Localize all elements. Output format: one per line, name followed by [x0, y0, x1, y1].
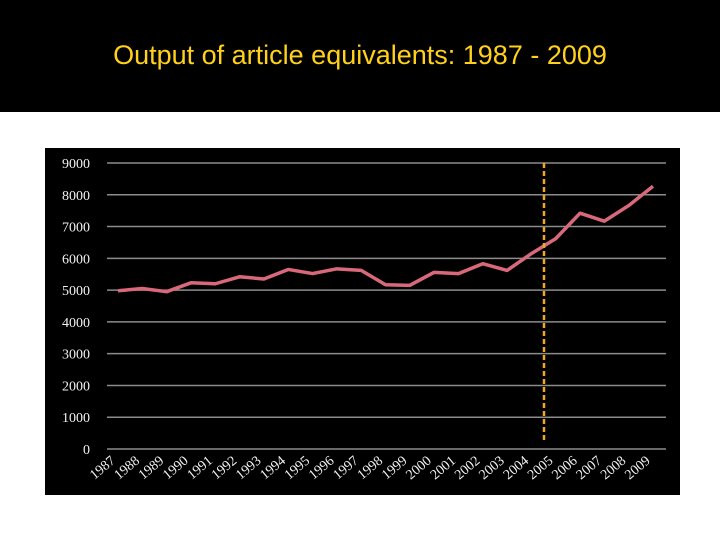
y-tick-label: 6000 — [62, 252, 90, 267]
data-line — [117, 184, 655, 294]
y-tick-label: 5000 — [62, 284, 90, 299]
plot — [117, 184, 655, 294]
y-tick-label: 2000 — [62, 379, 90, 394]
y-tick-label: 0 — [83, 443, 90, 458]
y-tick-label: 3000 — [62, 348, 90, 363]
y-tick-label: 1000 — [62, 411, 90, 426]
y-tick-label: 8000 — [62, 189, 90, 204]
title-band — [0, 0, 720, 112]
y-tick-label: 4000 — [62, 316, 90, 331]
chart-title: Output of article equivalents: 1987 - 20… — [113, 40, 607, 70]
y-tick-label: 7000 — [62, 221, 90, 236]
y-tick-label: 9000 — [62, 157, 90, 172]
